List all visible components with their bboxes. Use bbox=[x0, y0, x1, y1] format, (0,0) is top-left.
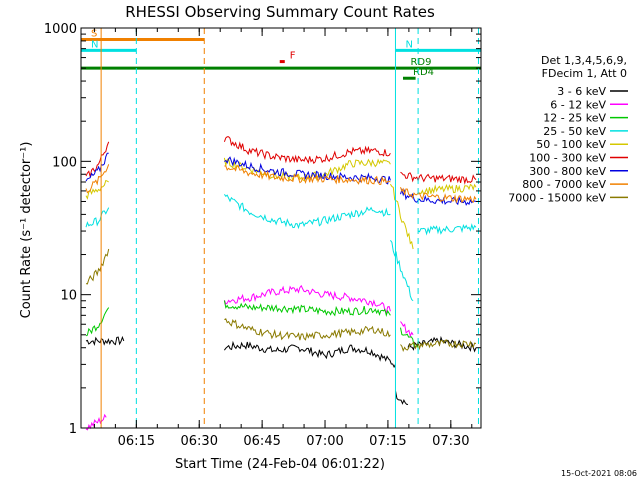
series-line-9-segment-1 bbox=[85, 248, 110, 285]
series-line-8-segment-1 bbox=[85, 164, 110, 194]
chart-title: RHESSI Observing Summary Count Rates bbox=[125, 3, 435, 21]
series-line-4-segment-3 bbox=[390, 240, 414, 302]
series-line-2-segment-1 bbox=[85, 413, 107, 431]
series-line-9-segment-2 bbox=[224, 318, 391, 341]
flag-label-4: F bbox=[290, 51, 296, 62]
legend-label-5: 50 - 100 keV bbox=[536, 138, 606, 151]
series-line-6-segment-1 bbox=[85, 141, 110, 177]
series-line-7-segment-3 bbox=[400, 188, 477, 206]
series-line-2-segment-3 bbox=[400, 321, 414, 338]
plot-timestamp: 15-Oct-2021 08:06 bbox=[561, 469, 637, 478]
series-layer bbox=[85, 136, 477, 431]
legend-label-4: 25 - 50 keV bbox=[543, 125, 606, 138]
flag-label-7: RD4 bbox=[413, 67, 434, 78]
legend-label-7: 300 - 800 keV bbox=[529, 165, 606, 178]
series-line-1-segment-2 bbox=[223, 340, 396, 369]
flag-label-3: N bbox=[405, 39, 412, 50]
legend-header-2: FDecim 1, Att 0 bbox=[542, 67, 627, 80]
legend-label-8: 800 - 7000 keV bbox=[522, 178, 606, 191]
series-line-4-segment-4 bbox=[417, 223, 477, 236]
legend-header-1: Det 1,3,4,5,6,9, bbox=[541, 54, 627, 67]
legend-label-1: 3 - 6 keV bbox=[557, 85, 606, 98]
y-tick-label-4: 1000 bbox=[44, 22, 77, 37]
series-line-5-segment-3 bbox=[389, 183, 414, 250]
series-line-1-segment-1 bbox=[85, 335, 125, 346]
x-tick-label-2: 06:30 bbox=[181, 434, 218, 449]
x-tick-label-6: 07:30 bbox=[432, 434, 469, 449]
legend-label-6: 100 - 300 keV bbox=[529, 152, 606, 165]
y-tick-label-2: 10 bbox=[60, 289, 77, 304]
series-line-3-segment-1 bbox=[85, 307, 110, 337]
series-line-7-segment-2 bbox=[224, 156, 391, 185]
series-line-5-segment-4 bbox=[417, 183, 477, 196]
flag-label-2: N bbox=[91, 39, 98, 50]
series-line-9-segment-3 bbox=[400, 339, 477, 353]
vertical-markers-layer bbox=[100, 28, 479, 428]
plot-frame bbox=[80, 27, 482, 429]
flag-label-6: RD9 bbox=[410, 57, 431, 68]
series-line-7-segment-1 bbox=[85, 152, 109, 182]
series-line-6-segment-2 bbox=[223, 136, 391, 165]
series-line-6-segment-3 bbox=[400, 171, 477, 185]
series-line-1-segment-4 bbox=[407, 335, 477, 353]
series-line-1-segment-3 bbox=[395, 390, 409, 405]
series-line-4-segment-1 bbox=[85, 207, 110, 228]
series-line-8-segment-2 bbox=[224, 164, 391, 185]
flag-label-1: S bbox=[91, 28, 97, 39]
x-tick-label-3: 06:45 bbox=[243, 434, 280, 449]
series-line-4-segment-2 bbox=[223, 194, 391, 230]
legend-label-9: 7000 - 15000 keV bbox=[508, 191, 606, 204]
x-tick-label-1: 06:15 bbox=[118, 434, 155, 449]
x-tick-label-4: 07:00 bbox=[306, 434, 343, 449]
y-axis-label: Count Rate (s⁻¹ detector⁻¹) bbox=[19, 142, 34, 319]
legend: Det 1,3,4,5,6,9,FDecim 1, Att 0 3 - 6 keV… bbox=[508, 54, 628, 204]
tick-layer: 06:15 06:30 06:45 07:00 07:15 07:30 1 10 100 1000 bbox=[44, 22, 481, 449]
series-line-3-segment-2 bbox=[223, 300, 391, 317]
x-axis-label: Start Time (24-Feb-04 06:01:22) bbox=[175, 457, 385, 472]
legend-label-3: 12 - 25 keV bbox=[543, 112, 606, 125]
legend-label-2: 6 - 12 keV bbox=[550, 98, 606, 111]
y-tick-label-3: 100 bbox=[52, 155, 77, 170]
x-tick-label-5: 07:15 bbox=[369, 434, 406, 449]
series-line-2-segment-2 bbox=[223, 284, 391, 315]
y-tick-label-1: 1 bbox=[69, 422, 77, 437]
series-line-5-segment-2 bbox=[223, 157, 391, 182]
series-line-8-segment-3 bbox=[400, 187, 477, 204]
